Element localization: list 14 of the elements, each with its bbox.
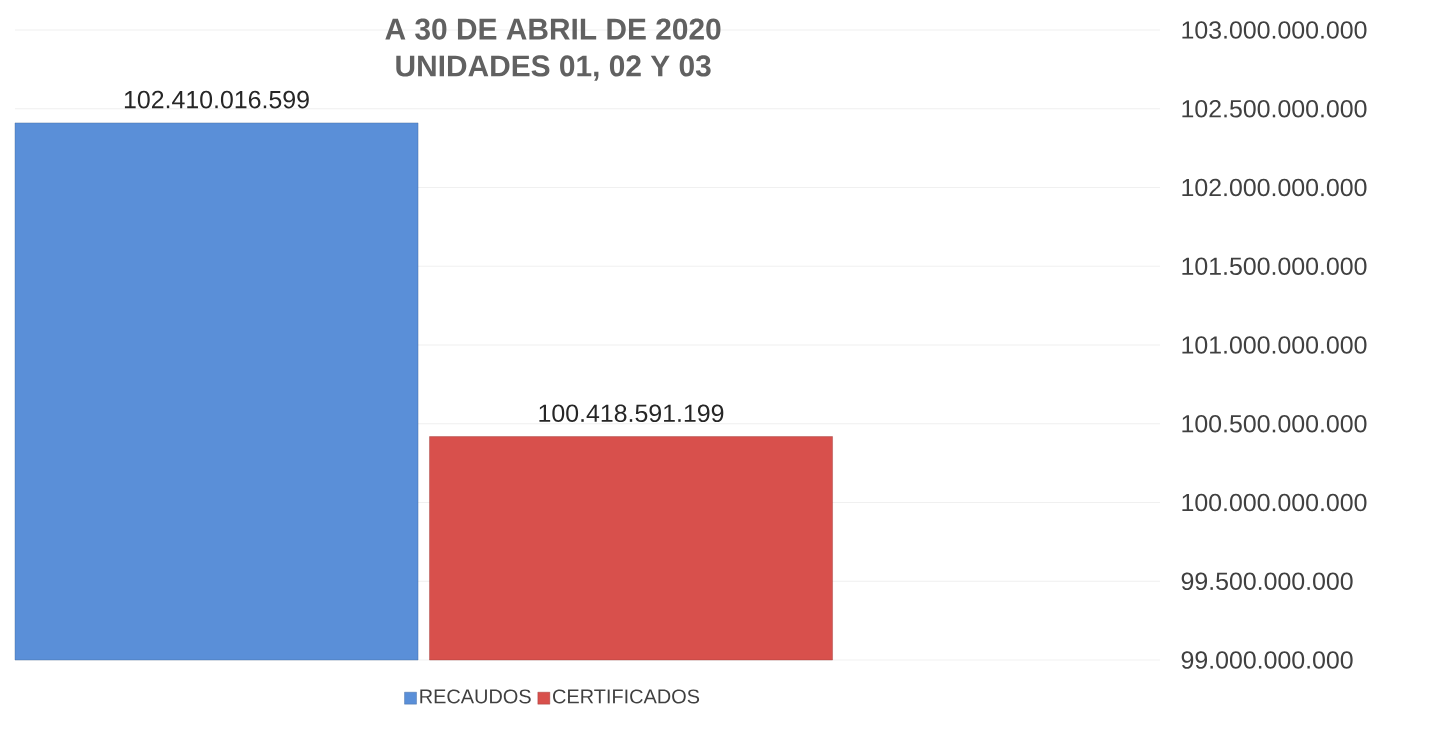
chart-title: A 30 DE ABRIL DE 2020 UNIDADES 01, 02 Y 03 — [385, 18, 721, 81]
y-tick-label: 99.500.000.000 — [1181, 572, 1353, 591]
y-tick-label: 101.000.000.000 — [1182, 336, 1367, 354]
y-tick-label: 99.000.000.000 — [1181, 651, 1353, 669]
y-tick-label: 101.500.000.000 — [1182, 257, 1367, 276]
legend-label: CERTIFICADOS — [553, 689, 700, 704]
y-tick-label: 100.500.000.000 — [1182, 414, 1367, 433]
data-label: 100.418.591.199 — [539, 404, 724, 423]
y-tick-label: 100.000.000.000 — [1182, 493, 1367, 512]
y-tick-label: 102.500.000.000 — [1182, 99, 1367, 118]
data-label: 102.410.016.599 — [124, 90, 309, 109]
y-tick-label: 103.000.000.000 — [1182, 21, 1367, 39]
legend-label: RECAUDOS — [420, 689, 531, 704]
y-tick-label: 102.000.000.000 — [1182, 178, 1367, 197]
